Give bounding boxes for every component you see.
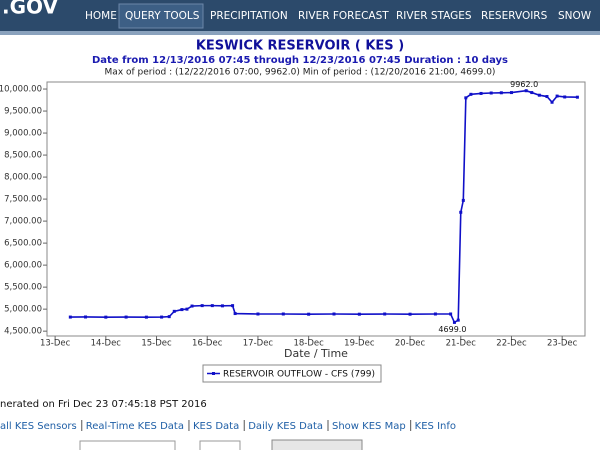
annotation: 9962.0 <box>510 80 538 89</box>
x-tick-label: 16-Dec <box>192 339 223 349</box>
point <box>464 96 468 100</box>
x-tick-label: 18-Dec <box>293 339 324 349</box>
point <box>433 312 437 316</box>
legend-label: RESERVOIR OUTFLOW - CFS (799) <box>223 370 375 380</box>
point <box>185 307 189 311</box>
point <box>256 312 260 316</box>
point <box>172 309 176 313</box>
button[interactable] <box>271 439 363 450</box>
point <box>307 312 311 316</box>
point <box>104 315 108 319</box>
x-axis-label: Date / Time <box>284 347 348 360</box>
x-tick-label: 13-Dec <box>40 339 71 349</box>
point <box>68 315 72 319</box>
point <box>456 318 460 322</box>
point <box>383 312 387 316</box>
point <box>461 198 465 202</box>
link[interactable]: all KES Sensors <box>0 421 77 432</box>
x-tick-label: 19-Dec <box>344 339 375 349</box>
point <box>210 304 214 308</box>
nav-bar <box>0 0 600 31</box>
chart-subtitle: Date from 12/13/2016 07:45 through 12/23… <box>92 55 508 66</box>
point <box>180 308 184 312</box>
legend-box <box>202 364 382 383</box>
point <box>479 91 483 95</box>
link[interactable]: KES Data <box>193 421 239 432</box>
point <box>530 91 534 95</box>
point <box>124 315 128 319</box>
link[interactable]: Show KES Map <box>332 421 406 432</box>
x-tick-label: 23-Dec <box>547 339 578 349</box>
y-tick-label: 10,000.00 <box>0 85 42 95</box>
point <box>469 92 473 96</box>
y-tick-label: 6,000.00 <box>4 261 42 271</box>
input-box[interactable] <box>79 440 176 450</box>
point <box>144 315 148 319</box>
link[interactable]: Daily KES Data <box>248 421 323 432</box>
point <box>452 320 456 324</box>
point <box>357 312 361 316</box>
x-tick-label: 15-Dec <box>141 339 172 349</box>
nav-underline <box>0 31 600 35</box>
point <box>233 312 237 316</box>
point <box>281 312 285 316</box>
point <box>200 304 204 308</box>
point <box>524 89 528 93</box>
point <box>489 91 493 95</box>
nav-active <box>118 3 204 29</box>
y-tick-label: 5,500.00 <box>4 283 42 293</box>
point <box>545 95 549 99</box>
annotation: 4699.0 <box>438 325 466 334</box>
y-tick-label: 9,000.00 <box>4 129 42 139</box>
nav-item[interactable]: RESERVOIRS <box>481 10 548 22</box>
point <box>231 304 235 308</box>
point <box>84 315 88 319</box>
point <box>449 312 453 316</box>
chart-title: KESWICK RESERVOIR ( KES ) <box>196 39 404 54</box>
x-tick-label: 21-Dec <box>446 339 477 349</box>
nav-item[interactable]: HOME <box>85 10 117 22</box>
point <box>190 304 194 308</box>
point <box>555 94 559 98</box>
point <box>160 315 164 319</box>
point <box>563 95 567 99</box>
legend-marker <box>212 372 215 375</box>
x-tick-label: 20-Dec <box>395 339 426 349</box>
x-tick-label: 17-Dec <box>243 339 274 349</box>
period-note: Max of period : (12/22/2016 07:00, 9962.… <box>105 68 496 78</box>
y-tick-label: 9,500.00 <box>4 107 42 117</box>
point <box>550 100 554 104</box>
x-tick-label: 14-Dec <box>91 339 122 349</box>
y-tick-label: 5,000.00 <box>4 305 42 315</box>
point <box>459 210 463 214</box>
link[interactable]: Real-Time KES Data <box>86 421 184 432</box>
nav-item[interactable]: RIVER STAGES <box>396 10 472 22</box>
point <box>575 95 579 99</box>
point <box>220 304 224 308</box>
nav-item[interactable]: SNOW <box>558 10 592 22</box>
nav-item[interactable]: RIVER FORECAST <box>298 10 389 22</box>
point <box>332 312 336 316</box>
nav-item[interactable]: PRECIPITATION <box>210 10 288 22</box>
point <box>167 315 171 319</box>
point <box>509 91 513 95</box>
y-tick-label: 4,500.00 <box>4 327 42 337</box>
point <box>537 93 541 97</box>
input-box[interactable] <box>199 440 241 450</box>
plot-area <box>46 81 586 337</box>
point <box>499 91 503 95</box>
y-tick-label: 8,500.00 <box>4 151 42 161</box>
link[interactable]: KES Info <box>415 421 456 432</box>
y-tick-label: 7,000.00 <box>4 217 42 227</box>
nav-item[interactable]: QUERY TOOLS <box>125 10 200 22</box>
y-tick-label: 7,500.00 <box>4 195 42 205</box>
y-tick-label: 6,500.00 <box>4 239 42 249</box>
y-tick-label: 8,000.00 <box>4 173 42 183</box>
point <box>408 312 412 316</box>
logo[interactable]: .GOV <box>2 0 58 19</box>
generated-note: nerated on Fri Dec 23 07:45:18 PST 2016 <box>0 399 207 410</box>
x-tick-label: 22-Dec <box>496 339 527 349</box>
